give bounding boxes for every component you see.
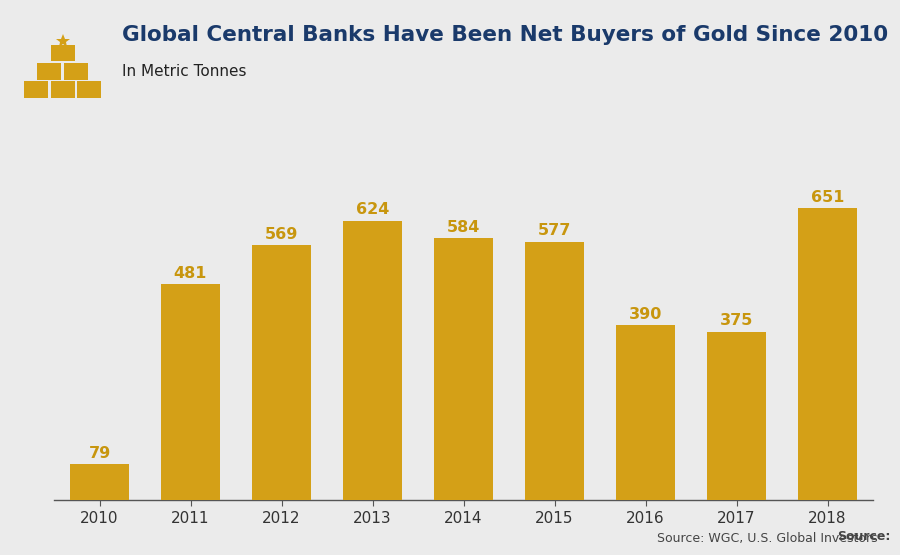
Text: Source: WGC, U.S. Global Investors: Source: WGC, U.S. Global Investors <box>657 532 878 545</box>
Text: 584: 584 <box>446 220 481 235</box>
Bar <box>706 332 766 500</box>
Text: 651: 651 <box>811 190 844 205</box>
Text: Source:: Source: <box>838 531 891 543</box>
Bar <box>24 82 49 98</box>
Text: 79: 79 <box>88 446 111 461</box>
Text: 569: 569 <box>265 226 298 241</box>
Text: 577: 577 <box>538 223 572 238</box>
Bar <box>77 82 101 98</box>
Bar <box>38 63 61 79</box>
Text: Global Central Banks Have Been Net Buyers of Gold Since 2010: Global Central Banks Have Been Net Buyer… <box>122 25 887 45</box>
Bar <box>525 241 584 500</box>
Text: 390: 390 <box>629 306 662 321</box>
Bar <box>50 82 75 98</box>
Bar <box>343 220 402 500</box>
Bar <box>434 239 493 500</box>
Text: 624: 624 <box>356 202 389 217</box>
Bar <box>161 285 220 500</box>
Bar <box>70 464 129 500</box>
Bar <box>252 245 311 500</box>
Bar <box>616 325 675 500</box>
Bar <box>50 45 75 62</box>
Text: 481: 481 <box>174 266 207 281</box>
Bar <box>798 209 857 500</box>
Bar <box>64 63 88 79</box>
Text: In Metric Tonnes: In Metric Tonnes <box>122 64 246 79</box>
Text: 375: 375 <box>720 313 753 328</box>
